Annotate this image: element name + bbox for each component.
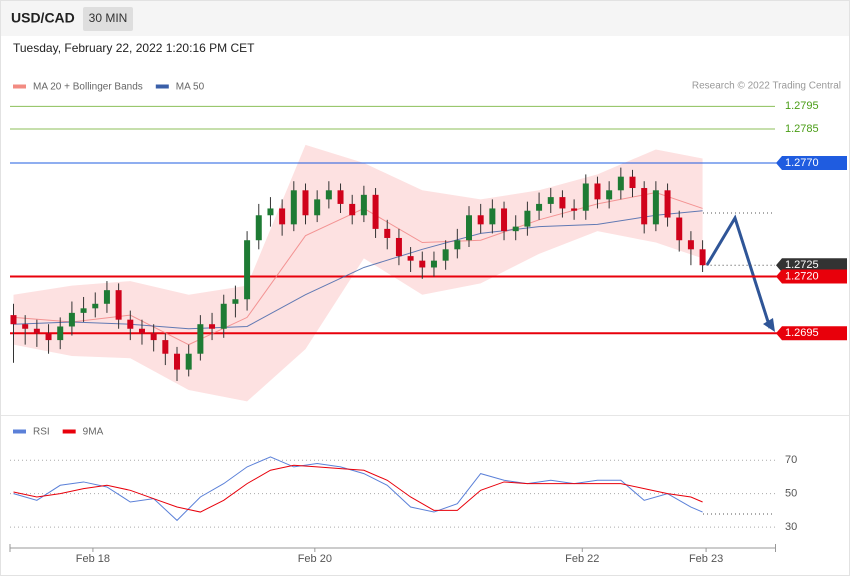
candle-body — [442, 249, 449, 261]
x-tick-label: Feb 23 — [689, 553, 723, 565]
candle-body — [676, 217, 683, 241]
arrow-head — [763, 318, 775, 332]
candle-body — [22, 324, 29, 329]
level-tag — [776, 156, 847, 171]
candle-body — [501, 208, 508, 232]
candle-body — [489, 208, 496, 225]
candle-body — [302, 190, 309, 216]
candle-body — [197, 324, 204, 354]
level-label: 1.2720 — [785, 270, 819, 282]
legend-label: MA 20 + Bollinger Bands — [33, 82, 143, 93]
candle-body — [466, 215, 472, 241]
candle-body — [244, 240, 251, 300]
legend-label: MA 50 — [176, 82, 205, 93]
legend-swatch — [13, 429, 26, 434]
level-label: 1.2725 — [785, 259, 819, 271]
candle-body — [372, 194, 379, 229]
candle-body — [559, 197, 566, 209]
level-tag — [776, 258, 847, 273]
legend-label: RSI — [33, 427, 50, 438]
x-tick-label: Feb 18 — [76, 553, 110, 565]
level-label: 1.2770 — [785, 157, 819, 169]
candle-body — [150, 333, 157, 341]
candle-body — [279, 208, 286, 225]
candle-body — [454, 240, 461, 250]
interval-box[interactable] — [83, 7, 133, 31]
level-label: 1.2695 — [785, 327, 819, 339]
candle-body — [699, 249, 706, 266]
y-tick-label: 30 — [785, 521, 797, 533]
legend-swatch — [155, 84, 169, 89]
candle-body — [314, 199, 321, 216]
candle-body — [641, 188, 648, 225]
candle-body — [384, 228, 391, 238]
candle-body — [209, 324, 216, 329]
candle-body — [290, 190, 297, 225]
candle-body — [10, 315, 17, 325]
candle-body — [45, 333, 52, 341]
candle-body — [395, 237, 402, 257]
candle-body — [68, 312, 75, 327]
candle-body — [255, 215, 262, 241]
candle-body — [220, 303, 227, 329]
candle-body — [687, 240, 694, 250]
bollinger-band — [13, 144, 703, 402]
candle-body — [325, 190, 332, 200]
legend-swatch — [62, 429, 76, 434]
y-tick-label: 70 — [785, 454, 797, 466]
candle-body — [512, 226, 519, 232]
header-bar — [1, 1, 849, 36]
level-tag — [776, 269, 847, 284]
indicator-line — [13, 456, 703, 522]
candle-body — [127, 319, 134, 329]
candle-body — [115, 290, 122, 320]
candle-body — [664, 190, 671, 218]
candle-body — [536, 203, 543, 211]
indicator-line — [13, 464, 703, 513]
candle-body — [360, 194, 367, 216]
candle-body — [138, 328, 145, 334]
forecast-arrow — [705, 214, 772, 329]
interval[interactable]: 30 MIN — [89, 11, 128, 25]
candle-body — [57, 326, 64, 341]
candle-body — [582, 183, 589, 211]
legend-swatch — [13, 84, 26, 89]
candle-body — [267, 208, 274, 216]
candle-body — [162, 340, 169, 354]
candle-body — [594, 183, 601, 200]
candle-body — [174, 353, 181, 370]
candle-body — [547, 197, 554, 204]
level-label: 1.2795 — [785, 100, 819, 112]
symbol: USD/CAD — [11, 10, 75, 26]
candle-body — [407, 256, 414, 261]
timestamp: Tuesday, February 22, 2022 1:20:16 PM CE… — [13, 41, 255, 55]
candle-body — [606, 190, 613, 200]
candle-body — [337, 190, 344, 204]
candle-body — [524, 210, 531, 227]
candle-body — [571, 208, 578, 211]
candle-body — [232, 299, 239, 304]
candle-body — [103, 290, 110, 304]
candle-body — [33, 328, 40, 334]
candle-body — [80, 308, 87, 313]
level-tag — [776, 326, 847, 341]
candle-body — [430, 260, 437, 268]
y-tick-label: 50 — [785, 488, 797, 500]
legend-label: 9MA — [83, 427, 104, 438]
candle-body — [419, 260, 426, 268]
candle-body — [349, 203, 356, 216]
candle-body — [617, 176, 624, 191]
level-label: 1.2785 — [785, 123, 819, 135]
credit: Research © 2022 Trading Central — [692, 81, 841, 92]
x-tick-label: Feb 22 — [565, 553, 599, 565]
candle-body — [652, 190, 659, 225]
x-tick-label: Feb 20 — [298, 553, 332, 565]
candle-body — [477, 215, 484, 225]
candle-body — [92, 303, 99, 309]
candle-body — [185, 353, 192, 370]
candle-body — [629, 176, 636, 189]
